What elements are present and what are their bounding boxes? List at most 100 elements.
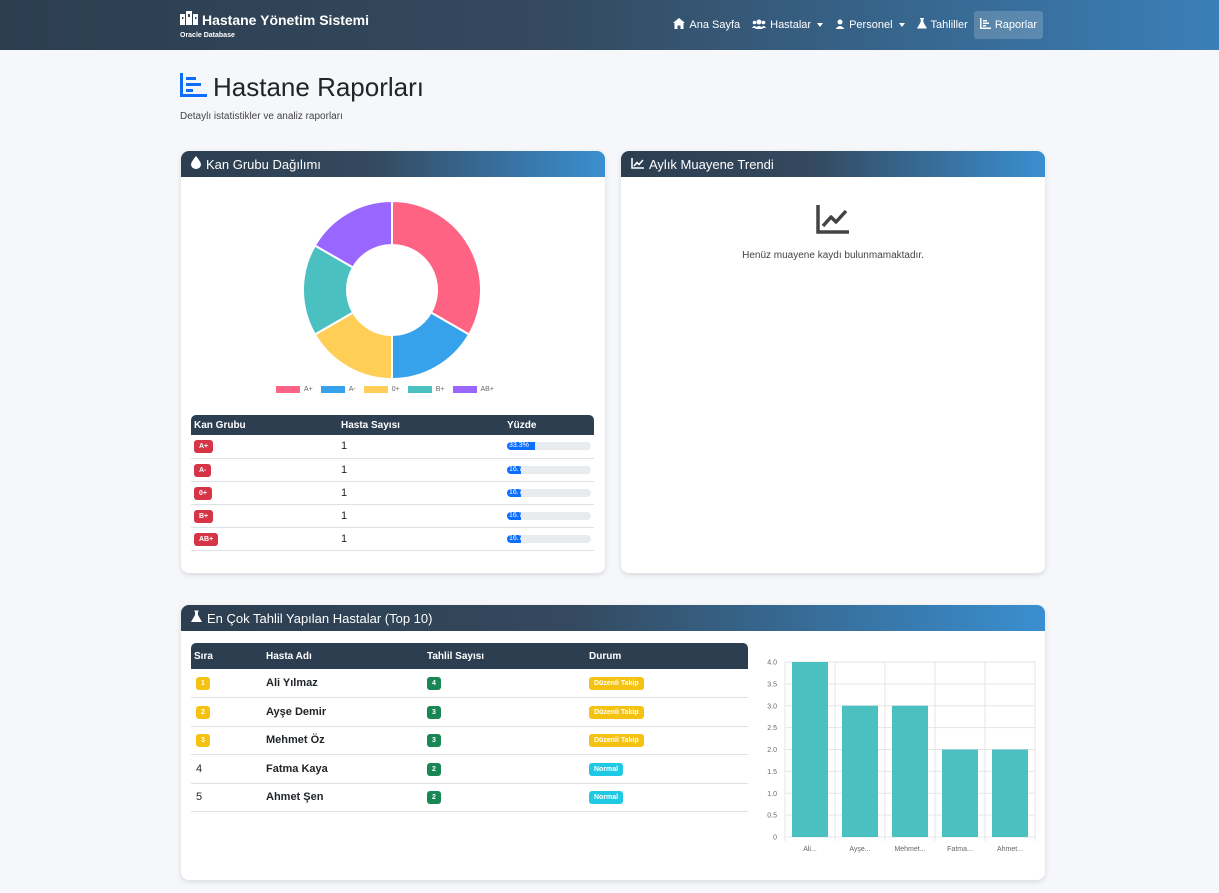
droplet-icon: [191, 156, 201, 172]
test-count-badge: 4: [427, 677, 441, 690]
col-patient-name: Hasta Adı: [263, 643, 424, 669]
nav-tests[interactable]: Tahliller: [911, 11, 974, 39]
table-row: 5 Ahmet Şen 2 Normal: [191, 783, 748, 812]
blood-group-badge: 0+: [194, 486, 212, 500]
status-badge: Düzenli Takip: [589, 734, 644, 748]
legend-label: A+: [304, 386, 313, 393]
table-row: 0+ 116.7%: [191, 481, 594, 505]
y-tick-label: 2.5: [767, 725, 777, 732]
brand-title: Hastane Yönetim Sistemi: [202, 11, 370, 28]
legend-swatch: [363, 386, 388, 393]
patient-count: 1: [338, 458, 504, 482]
card-header: En Çok Tahlil Yapılan Hastalar (Top 10): [181, 605, 1045, 631]
legend-label: A-: [348, 386, 356, 393]
patient-name: Fatma Kaya: [263, 754, 424, 784]
test-count-badge: 3: [427, 734, 441, 748]
donut-slice-A+[interactable]: [391, 200, 482, 336]
patient-name: Mehmet Öz: [263, 726, 424, 755]
bar[interactable]: [892, 705, 928, 837]
percent-progress-bar: 16.7%: [507, 488, 522, 497]
donut-slice-AB+[interactable]: [313, 200, 393, 269]
page-title: Hastane Raporları: [180, 72, 424, 103]
x-tick-label: Ahmet...: [997, 846, 1023, 853]
status-badge: Normal: [589, 762, 624, 776]
status-badge: Düzenli Takip: [589, 705, 644, 719]
blood-group-donut-chart: [302, 200, 482, 380]
bar[interactable]: [842, 705, 878, 837]
bar[interactable]: [992, 749, 1028, 838]
bar[interactable]: [942, 749, 978, 838]
navbar: Hastane Yönetim Sistemi Oracle Database …: [0, 0, 1219, 50]
y-tick-label: 3.5: [767, 681, 777, 688]
status-badge: Düzenli Takip: [589, 677, 644, 690]
patient-name: Ayşe Demir: [263, 697, 424, 727]
y-tick-label: 2.0: [767, 747, 777, 754]
percent-progress-bar: 16.7%: [507, 465, 522, 474]
table-row: 3 Mehmet Öz 3 Düzenli Takip: [191, 726, 748, 755]
table-row: AB+ 116.7%: [191, 527, 594, 551]
nav-patients[interactable]: Hastalar: [746, 12, 829, 39]
brand[interactable]: Hastane Yönetim Sistemi Oracle Database: [180, 11, 369, 39]
table-row: 1 Ali Yılmaz 4 Düzenli Takip: [191, 669, 748, 698]
y-tick-label: 3.0: [767, 703, 777, 710]
patient-count: 1: [338, 504, 504, 528]
legend-swatch: [407, 386, 432, 393]
legend-swatch: [320, 386, 345, 393]
users-icon: [752, 19, 767, 32]
card-header: Aylık Muayene Trendi: [621, 151, 1045, 177]
nav-staff[interactable]: Personel: [829, 12, 910, 39]
bar-chart-icon: [979, 18, 991, 32]
x-tick-label: Ayşe...: [849, 846, 870, 853]
percent-progress: 16.7%: [507, 465, 591, 474]
percent-progress-bar: 33.3%: [507, 442, 535, 451]
col-blood-group: Kan Grubu: [191, 415, 338, 435]
percent-progress: 16.7%: [507, 511, 591, 520]
brand-subtitle: Oracle Database: [180, 32, 235, 39]
table-row: B+ 116.7%: [191, 504, 594, 528]
legend-item[interactable]: 0+: [363, 386, 400, 393]
percent-progress: 16.7%: [507, 488, 591, 497]
patient-count: 1: [338, 527, 504, 551]
rank-text: 5: [196, 791, 203, 804]
table-row: 2 Ayşe Demir 3 Düzenli Takip: [191, 697, 748, 727]
patient-count: 1: [338, 435, 504, 459]
y-tick-label: 4.0: [767, 660, 777, 667]
card-title: En Çok Tahlil Yapılan Hastalar (Top 10): [207, 610, 433, 626]
page-heading: Hastane Raporları: [213, 72, 424, 102]
page-subtitle: Detaylı istatistikler ve analiz raporlar…: [180, 111, 343, 122]
test-count-badge: 2: [427, 791, 441, 805]
user-icon: [835, 19, 845, 32]
y-tick-label: 1.5: [767, 769, 777, 776]
col-rank: Sıra: [191, 643, 263, 669]
percent-progress: 16.7%: [507, 534, 591, 543]
flask-icon: [916, 18, 927, 32]
chevron-down-icon: [898, 23, 905, 27]
bar-chart-icon: [180, 73, 207, 102]
legend-label: B+: [435, 386, 445, 393]
card-title: Kan Grubu Dağılımı: [206, 156, 321, 172]
nav-reports[interactable]: Raporlar: [973, 11, 1043, 39]
col-status: Durum: [586, 643, 748, 669]
legend-item[interactable]: AB+: [452, 386, 494, 393]
chevron-down-icon: [817, 23, 824, 27]
blood-group-badge: AB+: [194, 532, 219, 546]
rank-badge: 3: [196, 734, 210, 748]
patient-count: 1: [338, 481, 504, 505]
legend-item[interactable]: A+: [276, 386, 313, 393]
status-badge: Normal: [589, 791, 624, 805]
bar[interactable]: [792, 662, 828, 837]
table-row: A+ 1 33.3%: [191, 435, 594, 459]
table-row: A- 116.7%: [191, 458, 594, 482]
monthly-trend-card: Aylık Muayene Trendi Henüz muayene kaydı…: [621, 151, 1045, 573]
empty-state-text: Henüz muayene kaydı bulunmamaktadır.: [742, 250, 924, 261]
top-patients-table: Sıra Hasta Adı Tahlil Sayısı Durum 1 Ali …: [191, 643, 748, 812]
nav-home[interactable]: Ana Sayfa: [667, 11, 746, 39]
test-count-badge: 3: [427, 705, 441, 719]
patient-name: Ali Yılmaz: [263, 669, 424, 698]
y-tick-label: 0: [773, 835, 777, 842]
legend-label: AB+: [480, 386, 494, 393]
percent-progress-bar: 16.7%: [507, 511, 522, 520]
legend-item[interactable]: B+: [407, 386, 445, 393]
legend-item[interactable]: A-: [320, 386, 356, 393]
col-patient-count: Hasta Sayısı: [338, 415, 504, 435]
